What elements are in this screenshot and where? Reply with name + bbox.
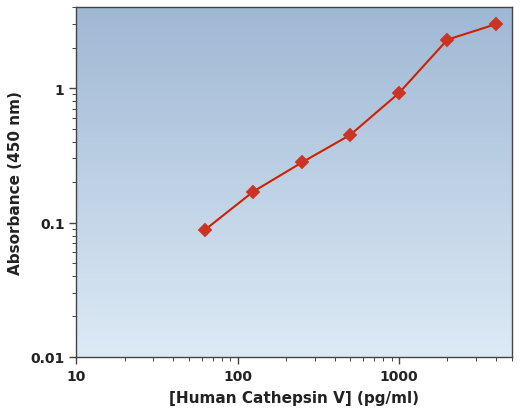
Y-axis label: Absorbance (450 nm): Absorbance (450 nm) <box>8 91 23 274</box>
X-axis label: [Human Cathepsin V] (pg/ml): [Human Cathepsin V] (pg/ml) <box>169 390 419 405</box>
